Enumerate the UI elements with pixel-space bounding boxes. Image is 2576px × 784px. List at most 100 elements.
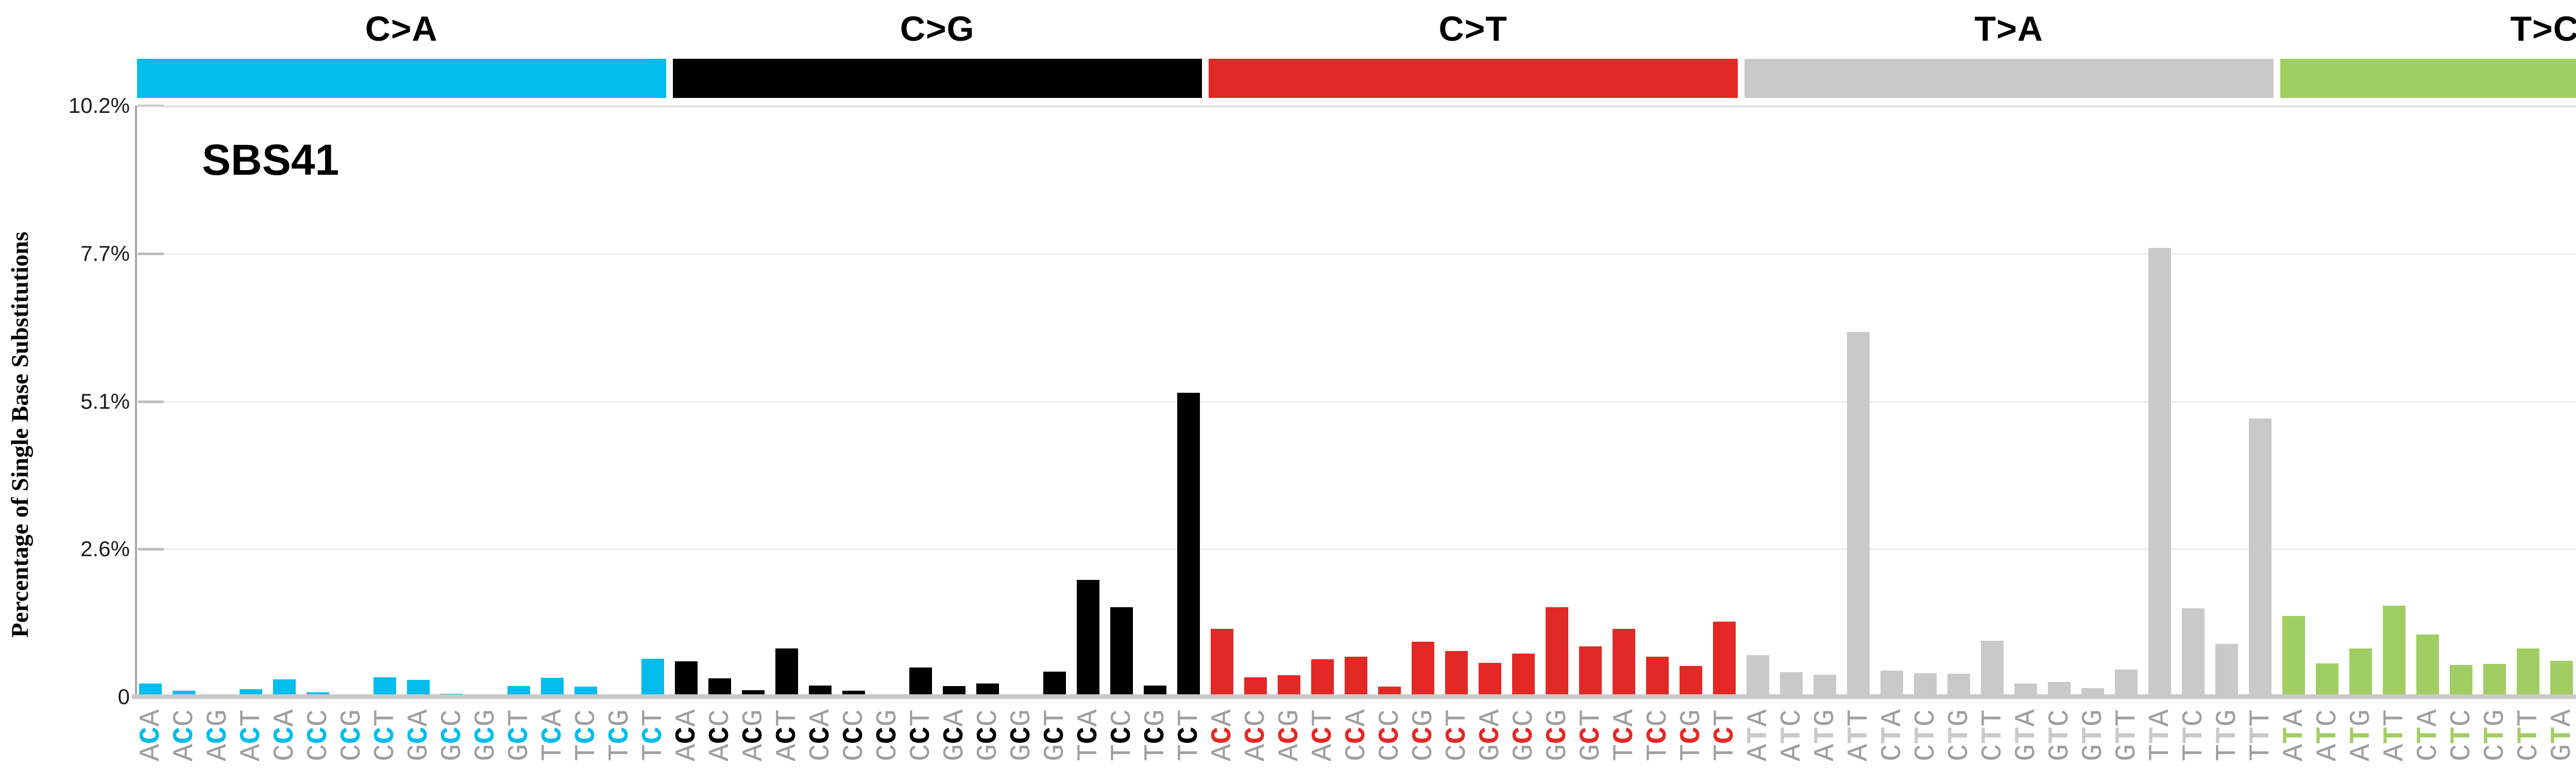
bar-C>T-TCT [1713, 621, 1736, 697]
x-tick-label-T>A-TTC: TTC [2177, 709, 2210, 761]
bar-T>C-CTT [2516, 648, 2539, 697]
group-strip-C>T [1208, 59, 1738, 98]
gridline-7.7% [137, 253, 2576, 255]
x-tick-label-C>T-CCC: CCC [1373, 709, 1406, 761]
x-tick-label-C>G-GCG: GCG [1005, 709, 1038, 761]
x-tick-label-C>A-TCT: TCT [636, 709, 670, 761]
bar-C>G-GCT [1043, 671, 1066, 697]
bar-T>A-TTC [2181, 608, 2205, 697]
bar-C>T-CCG [1411, 642, 1434, 697]
x-tick-label-C>T-CCA: CCA [1340, 709, 1373, 761]
bar-C>A-CCT [373, 677, 396, 697]
x-tick-label-C>A-GCA: GCA [402, 709, 435, 761]
x-tick-label-C>G-CCA: CCA [804, 709, 837, 761]
bar-C>G-ACC [708, 678, 731, 697]
bar-T>C-GTA [2550, 661, 2573, 697]
bar-T>C-CTA [2416, 634, 2439, 697]
bar-T>A-CTT [1980, 640, 2004, 697]
x-tick-label-C>T-GCT: GCT [1574, 709, 1607, 761]
x-tick-label-T>A-TTT: TTT [2244, 709, 2277, 761]
x-tick-label-C>A-GCG: GCG [469, 709, 502, 761]
x-tick-label-C>T-TCC: TCC [1641, 709, 1674, 761]
bar-C>T-ACT [1311, 659, 1334, 697]
x-tick-label-T>A-ATC: ATC [1775, 709, 1808, 761]
y-tick-label: 10.2% [68, 93, 130, 118]
x-tick-label-T>A-CTC: CTC [1909, 709, 1942, 761]
bar-C>A-TCT [641, 658, 664, 697]
x-tick-label-T>C-ATA: ATA [2277, 709, 2311, 761]
x-tick-label-C>T-ACT: ACT [1306, 709, 1340, 761]
y-tick-mark [138, 400, 164, 403]
x-tick-label-T>C-CTG: CTG [2478, 709, 2512, 761]
bar-C>T-GCG [1545, 607, 1568, 697]
x-tick-label-T>A-CTA: CTA [1875, 709, 1909, 761]
sbs96-mutational-signature-chart: C>AC>GC>TT>AT>CT>G Percentage of Single … [7, 9, 2576, 761]
x-tick-label-T>A-TTG: TTG [2210, 709, 2244, 761]
x-tick-label-T>C-ATC: ATC [2311, 709, 2344, 761]
x-tick-label-C>G-ACT: ACT [770, 709, 804, 761]
bar-T>C-CTC [2449, 665, 2472, 697]
bar-C>A-TCA [540, 677, 564, 697]
group-strip-T>C [2280, 59, 2576, 98]
x-tick-label-T>C-ATG: ATG [2344, 709, 2378, 761]
x-tick-label-T>C-CTA: CTA [2411, 709, 2445, 761]
x-tick-label-C>G-GCT: GCT [1038, 709, 1072, 761]
gridline-5.1% [137, 401, 2576, 403]
y-tick-mark [138, 252, 164, 255]
x-tick-label-C>T-GCC: GCC [1507, 709, 1540, 761]
bar-C>G-TCA [1076, 579, 1099, 697]
x-tick-label-T>A-GTC: GTC [2043, 709, 2076, 761]
group-header-T>A: T>A [1974, 9, 2043, 48]
x-tick-label-C>G-ACA: ACA [670, 709, 703, 761]
bar-C>T-CCA [1344, 657, 1367, 697]
x-tick-label-C>T-CCG: CCG [1406, 709, 1440, 761]
x-tick-label-C>G-ACC: ACC [703, 709, 737, 761]
x-tick-label-C>A-CCG: CCG [335, 709, 368, 761]
x-tick-label-C>G-CCT: CCT [904, 709, 938, 761]
x-tick-label-C>A-GCT: GCT [502, 709, 536, 761]
bar-T>A-TTA [2148, 247, 2171, 697]
x-tick-label-C>G-GCC: GCC [971, 709, 1005, 761]
bar-C>G-CCT [909, 667, 932, 697]
x-tick-label-C>A-CCT: CCT [368, 709, 402, 761]
x-tick-label-C>T-TCA: TCA [1607, 709, 1641, 761]
x-tick-anchor-T>C-GTA: GTA [2546, 709, 2576, 784]
x-tick-label-C>A-ACA: ACA [134, 709, 167, 761]
x-tick-label-C>A-CCC: CCC [301, 709, 335, 761]
bar-C>G-ACA [674, 661, 698, 697]
x-tick-label-T>A-ATT: ATT [1842, 709, 1875, 761]
x-tick-label-C>T-TCT: TCT [1708, 709, 1741, 761]
x-tick-label-T>A-TTA: TTA [2143, 709, 2177, 761]
bar-T>A-ATT [1846, 331, 1870, 697]
x-tick-label-C>G-TCT: TCT [1172, 709, 1206, 761]
y-axis-spine [135, 106, 137, 697]
x-tick-label-C>A-TCC: TCC [569, 709, 603, 761]
bar-C>T-ACC [1244, 677, 1267, 697]
x-tick-label-C>A-TCA: TCA [536, 709, 569, 761]
x-tick-label-C>A-GCC: GCC [435, 709, 469, 761]
y-tick-label: 0 [117, 685, 130, 709]
x-tick-label-C>G-TCC: TCC [1105, 709, 1139, 761]
x-tick-label-T>A-CTT: CTT [1976, 709, 2009, 761]
x-tick-label-T>A-ATG: ATG [1808, 709, 1842, 761]
x-tick-label-C>A-ACT: ACT [234, 709, 268, 761]
x-tick-label-C>T-TCG: TCG [1674, 709, 1708, 761]
x-tick-label-C>T-CCT: CCT [1440, 709, 1473, 761]
plot-title: SBS41 [202, 136, 340, 184]
bar-C>A-TCC [574, 686, 597, 697]
bar-T>A-CTC [1913, 673, 1937, 697]
x-tick-label-T>C-CTT: CTT [2512, 709, 2545, 761]
x-tick-label-C>G-CCG: CCG [871, 709, 904, 761]
bar-C>A-GCA [406, 680, 430, 697]
bar-C>A-CCA [273, 679, 296, 697]
bar-C>G-CCA [808, 685, 832, 697]
bar-T>A-TTT [2248, 419, 2272, 697]
y-tick-label: 2.6% [80, 537, 130, 561]
bar-T>A-CTG [1947, 674, 1970, 697]
bar-C>T-GCA [1478, 662, 1501, 697]
x-tick-label-T>C-ATT: ATT [2378, 709, 2411, 761]
bar-C>G-ACT [775, 648, 798, 697]
bar-T>C-ATT [2382, 606, 2405, 697]
x-tick-label-C>A-ACG: ACG [201, 709, 234, 761]
x-tick-label-C>T-GCG: GCG [1540, 709, 1574, 761]
